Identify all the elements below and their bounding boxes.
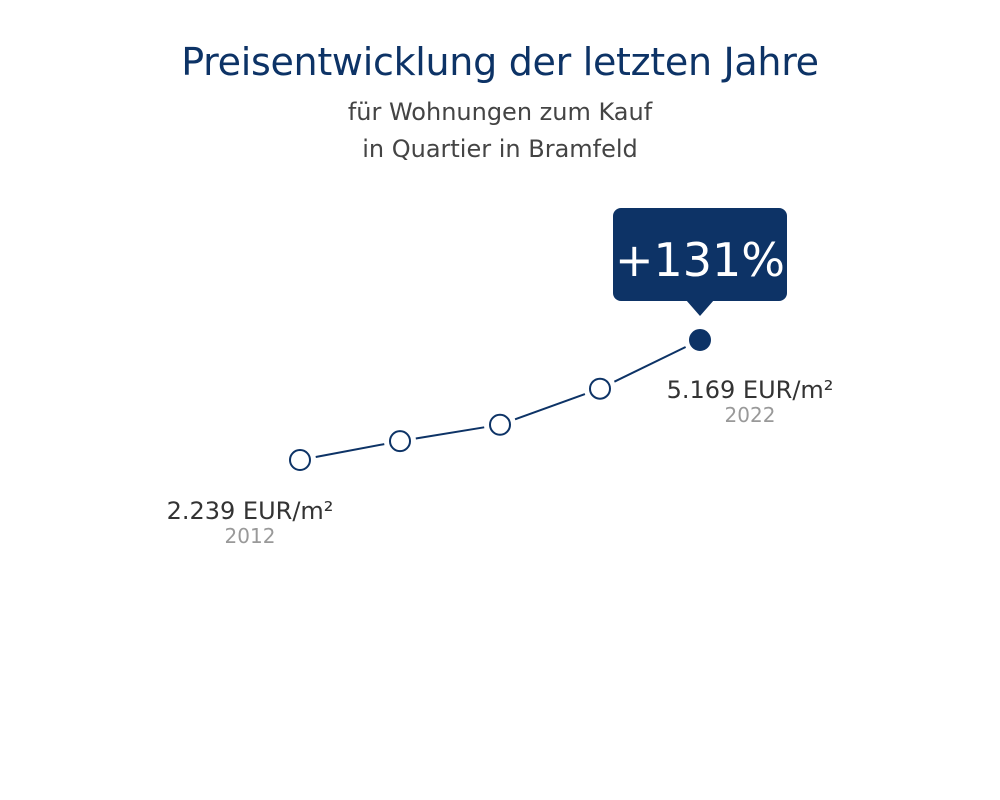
end-value-label: 5.169 EUR/m²	[667, 376, 834, 404]
change-badge-text: +131%	[615, 233, 785, 287]
data-point	[289, 449, 311, 471]
chart-title: Preisentwicklung der letzten Jahre	[181, 40, 819, 84]
data-point	[489, 413, 511, 436]
change-badge-box	[613, 208, 787, 301]
series-points	[289, 329, 711, 471]
change-badge: +131%	[613, 208, 787, 316]
chart-subtitle-line1: für Wohnungen zum Kauf	[347, 98, 653, 126]
chart-subtitle-line2: in Quartier in Bramfeld	[362, 135, 638, 163]
end-year-label: 2022	[725, 403, 776, 427]
start-value-label: 2.239 EUR/m²	[167, 497, 334, 525]
data-point-latest	[689, 329, 711, 351]
change-badge-pointer	[686, 300, 714, 316]
series-line	[315, 346, 687, 459]
start-year-label: 2012	[225, 524, 276, 548]
data-point	[589, 377, 611, 400]
line-segment	[415, 426, 485, 440]
line-segment	[315, 443, 385, 459]
data-point	[389, 430, 411, 453]
line-segment	[613, 346, 687, 383]
line-segment	[514, 393, 586, 421]
